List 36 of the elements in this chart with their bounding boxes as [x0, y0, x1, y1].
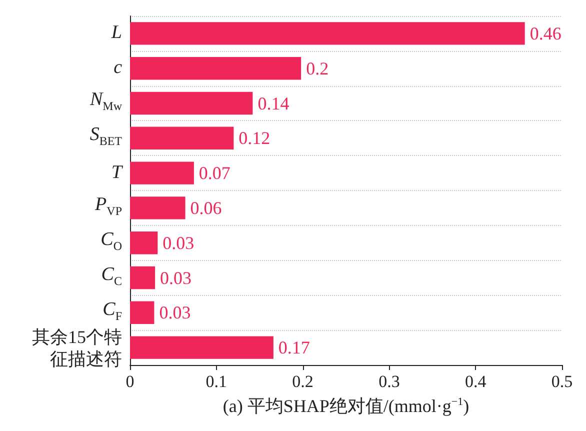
- x-tick-label: 0.4: [464, 372, 487, 391]
- data-label: 0.17: [278, 338, 310, 358]
- y-tick-label: C$_{O}$: [100, 228, 122, 255]
- y-tick-label: 其余15个特征描述符: [31, 326, 122, 370]
- y-tick-label: T: [110, 162, 122, 184]
- bar: [130, 301, 154, 324]
- y-tick-label: L: [110, 22, 122, 44]
- y-tick-label: c: [112, 57, 122, 80]
- data-label: 0.03: [160, 268, 192, 288]
- y-tick-label: S$_{BET}$: [88, 124, 122, 150]
- x-tick-label: 0.2: [292, 372, 314, 391]
- bar: [130, 162, 194, 184]
- bar: [130, 196, 186, 220]
- data-label: 0.46: [530, 23, 562, 44]
- data-label: 0.07: [198, 163, 230, 184]
- bar: [130, 266, 156, 290]
- bar: [130, 92, 253, 115]
- data-label: 0.03: [159, 302, 191, 323]
- data-label: 0.12: [238, 128, 270, 148]
- bar: [130, 57, 302, 80]
- data-label: 0.2: [306, 58, 329, 78]
- y-tick-label: C$_{F}$: [102, 298, 122, 325]
- bar: [130, 22, 525, 45]
- bar: [130, 126, 234, 150]
- y-tick-label: P$_{VP}$: [94, 194, 122, 220]
- x-tick-label: 0.3: [378, 372, 400, 391]
- bar: [130, 336, 274, 359]
- x-tick-label: 0: [126, 372, 134, 391]
- y-tick-label: N$_{Mw}$: [88, 89, 122, 116]
- data-label: 0.06: [190, 198, 222, 218]
- x-tick-label: 0.1: [206, 372, 228, 391]
- data-label: 0.14: [258, 93, 290, 114]
- data-label: 0.03: [162, 232, 194, 253]
- y-tick-label: C$_{C}$: [100, 264, 122, 290]
- bar: [130, 232, 158, 254]
- x-tick-label: 0.5: [551, 372, 573, 391]
